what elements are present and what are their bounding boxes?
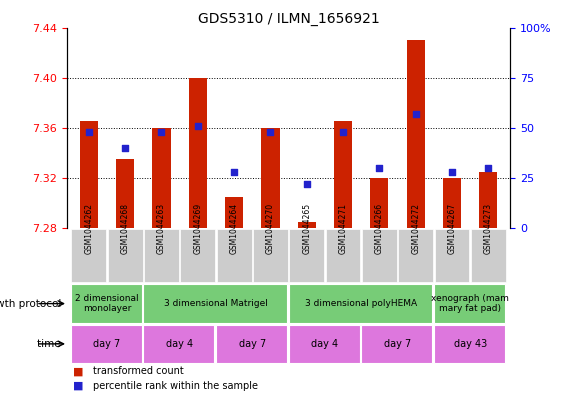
Text: GSM1044262: GSM1044262: [85, 203, 93, 254]
Text: 3 dimensional polyHEMA: 3 dimensional polyHEMA: [305, 299, 417, 308]
Bar: [225, 196, 243, 228]
Bar: [406, 40, 425, 228]
Point: [411, 110, 420, 117]
Bar: [217, 229, 251, 282]
Bar: [443, 178, 461, 228]
Text: GSM1044266: GSM1044266: [375, 203, 384, 254]
Bar: [144, 229, 179, 282]
Text: GSM1044267: GSM1044267: [448, 203, 456, 254]
Bar: [434, 284, 505, 323]
Bar: [398, 229, 433, 282]
Point: [338, 129, 347, 135]
Bar: [479, 172, 497, 228]
Text: GSM1044264: GSM1044264: [230, 203, 238, 254]
Bar: [152, 128, 171, 228]
Bar: [253, 229, 288, 282]
Bar: [71, 284, 142, 323]
Bar: [189, 78, 207, 228]
Bar: [289, 229, 324, 282]
Bar: [370, 178, 388, 228]
Bar: [362, 229, 397, 282]
Text: time: time: [37, 339, 64, 349]
Text: ■: ■: [73, 366, 87, 376]
Text: GSM1044271: GSM1044271: [339, 203, 347, 254]
Text: GSM1044269: GSM1044269: [194, 203, 202, 254]
Bar: [434, 325, 505, 363]
Text: GSM1044273: GSM1044273: [484, 203, 493, 254]
Text: ■: ■: [73, 381, 87, 391]
Bar: [216, 325, 287, 363]
Bar: [180, 229, 215, 282]
Bar: [334, 121, 352, 228]
Point: [157, 129, 166, 135]
Bar: [361, 325, 433, 363]
Bar: [298, 222, 316, 228]
Text: day 7: day 7: [384, 339, 411, 349]
Text: xenograph (mam
mary fat pad): xenograph (mam mary fat pad): [431, 294, 509, 313]
Text: GSM1044270: GSM1044270: [266, 203, 275, 254]
Title: GDS5310 / ILMN_1656921: GDS5310 / ILMN_1656921: [198, 13, 380, 26]
Text: GSM1044263: GSM1044263: [157, 203, 166, 254]
Point: [121, 145, 130, 151]
Bar: [71, 325, 142, 363]
Text: day 7: day 7: [93, 339, 121, 349]
Bar: [326, 229, 360, 282]
Bar: [289, 325, 360, 363]
Text: growth protocol: growth protocol: [0, 299, 64, 309]
Text: 3 dimensional Matrigel: 3 dimensional Matrigel: [164, 299, 268, 308]
Point: [266, 129, 275, 135]
Text: day 4: day 4: [311, 339, 339, 349]
Point: [193, 123, 202, 129]
Point: [375, 165, 384, 171]
Bar: [143, 284, 287, 323]
Point: [447, 169, 456, 175]
Bar: [71, 229, 106, 282]
Text: day 7: day 7: [238, 339, 266, 349]
Point: [230, 169, 239, 175]
Point: [84, 129, 93, 135]
Bar: [434, 229, 469, 282]
Text: GSM1044268: GSM1044268: [121, 203, 129, 254]
Text: day 43: day 43: [454, 339, 487, 349]
Text: percentile rank within the sample: percentile rank within the sample: [93, 381, 258, 391]
Bar: [108, 229, 143, 282]
Point: [302, 181, 311, 187]
Bar: [471, 229, 506, 282]
Text: GSM1044272: GSM1044272: [411, 203, 420, 254]
Bar: [116, 159, 134, 228]
Text: day 4: day 4: [166, 339, 193, 349]
Bar: [143, 325, 215, 363]
Text: transformed count: transformed count: [93, 366, 184, 376]
Bar: [80, 121, 98, 228]
Bar: [289, 284, 433, 323]
Text: GSM1044265: GSM1044265: [302, 203, 311, 254]
Point: [484, 165, 493, 171]
Bar: [261, 128, 279, 228]
Text: 2 dimensional
monolayer: 2 dimensional monolayer: [75, 294, 139, 313]
